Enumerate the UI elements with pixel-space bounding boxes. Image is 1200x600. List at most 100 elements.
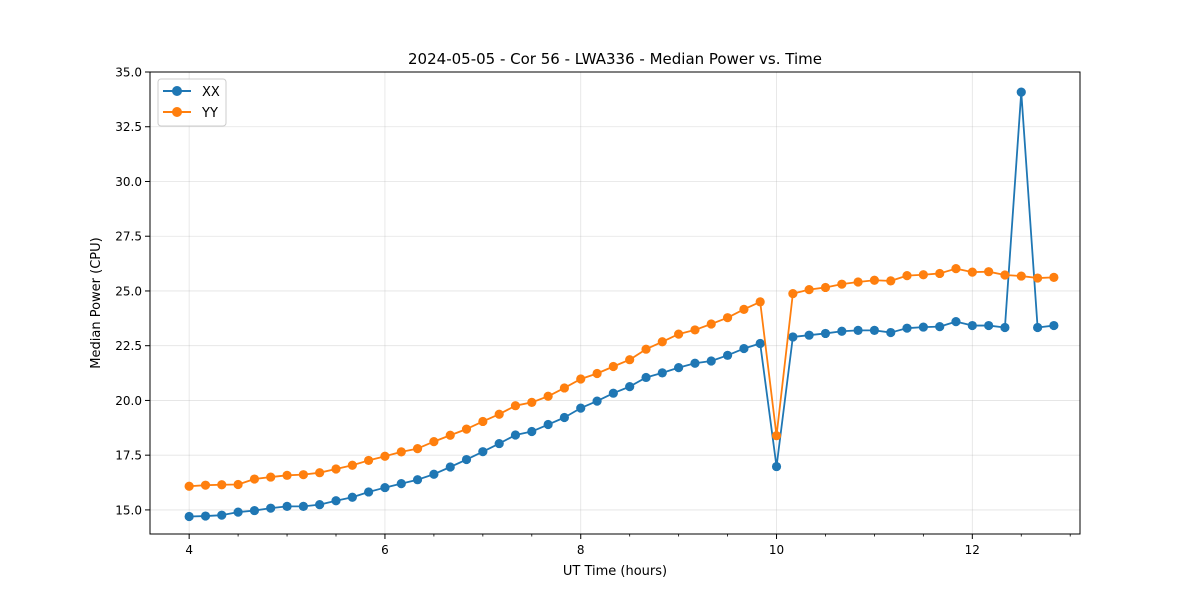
data-point-xx [837,326,847,336]
data-point-xx [331,496,341,506]
x-tick-label: 6 [381,543,389,557]
data-point-xx [984,320,994,331]
y-tick-label: 32.5 [115,120,142,134]
data-point-xx [625,382,635,392]
y-tick-label: 22.5 [115,339,142,353]
data-point-yy [494,409,504,419]
data-point-yy [804,285,814,295]
data-point-xx [576,403,586,413]
data-point-xx [869,325,880,335]
data-point-xx [315,500,325,510]
data-point-yy [1000,270,1010,280]
data-point-yy [592,368,602,379]
data-point-yy [869,275,880,285]
data-point-xx [527,426,537,437]
data-point-xx [739,343,749,354]
data-point-xx [771,461,782,472]
series-layer [184,87,1059,522]
data-point-yy [1033,273,1043,283]
data-point-xx [380,482,390,493]
legend-marker-yy [172,107,182,117]
data-point-xx [804,330,814,340]
data-point-yy [918,270,928,280]
data-point-yy [625,355,635,365]
series-xx [184,87,1059,522]
data-point-yy [396,447,406,457]
data-point-yy [820,282,831,293]
data-point-yy [217,480,227,490]
data-point-yy [935,268,945,279]
data-point-yy [282,470,292,480]
data-point-xx [445,462,455,472]
data-point-yy [788,288,798,299]
data-point-xx [951,317,961,327]
data-point-yy [445,430,455,440]
data-point-yy [184,481,194,491]
data-point-xx [674,362,684,373]
data-point-yy [266,472,276,482]
x-tick-label: 12 [965,543,980,557]
data-point-xx [363,487,374,497]
data-point-xx [1000,322,1010,333]
data-point-xx [429,469,439,479]
data-point-yy [853,277,863,287]
data-point-xx [233,507,243,517]
data-point-yy [706,319,716,329]
data-point-yy [984,267,994,277]
plot-frame [149,71,1081,535]
data-point-yy [380,451,390,461]
data-point-xx [918,322,928,332]
data-point-xx [266,503,276,513]
data-point-yy [461,424,472,434]
data-point-xx [722,350,733,360]
data-point-xx [510,430,521,440]
data-point-yy [412,444,423,454]
data-point-xx [1016,87,1026,97]
data-point-yy [771,431,782,441]
legend-label-yy: YY [201,106,218,121]
x-axis: 4 6 8 10 12 [185,534,1071,557]
y-tick-label: 20.0 [115,394,142,408]
data-point-xx [347,492,357,502]
data-point-yy [233,479,243,490]
data-point-xx [820,328,831,339]
data-point-yy [363,455,374,466]
data-point-xx [690,358,700,368]
y-tick-label: 35.0 [115,66,142,80]
data-point-yy [967,267,977,277]
data-point-yy [902,271,912,281]
data-point-yy [559,383,569,393]
x-axis-label: UT Time (hours) [563,564,667,579]
y-tick-label: 17.5 [115,449,142,463]
data-point-yy [527,397,537,408]
legend-label-xx: XX [202,85,220,100]
data-point-yy [543,391,553,401]
data-point-xx [706,356,716,366]
data-point-xx [657,368,667,378]
data-point-xx [200,511,211,521]
data-point-yy [608,361,618,372]
data-point-yy [1049,272,1059,282]
data-point-xx [396,479,406,489]
data-point-xx [249,505,260,516]
y-axis: 15.0 17.5 20.0 22.5 25.0 27.5 30.0 32.5 35.0 [115,66,150,517]
data-point-yy [347,460,357,470]
data-point-xx [608,388,618,398]
data-point-yy [298,470,309,480]
data-point-xx [902,323,912,333]
data-point-xx [559,412,569,423]
data-point-xx [935,322,945,332]
data-point-xx [967,320,977,331]
y-tick-label: 25.0 [115,284,142,298]
x-tick-label: 4 [185,543,193,557]
data-point-yy [510,401,521,411]
data-point-xx [412,475,423,485]
data-point-xx [1033,322,1043,333]
data-point-xx [494,438,504,449]
x-tick-label: 10 [769,543,784,557]
data-point-yy [576,374,586,384]
data-point-xx [282,501,292,512]
data-point-yy [657,337,667,347]
data-point-yy [755,297,765,307]
